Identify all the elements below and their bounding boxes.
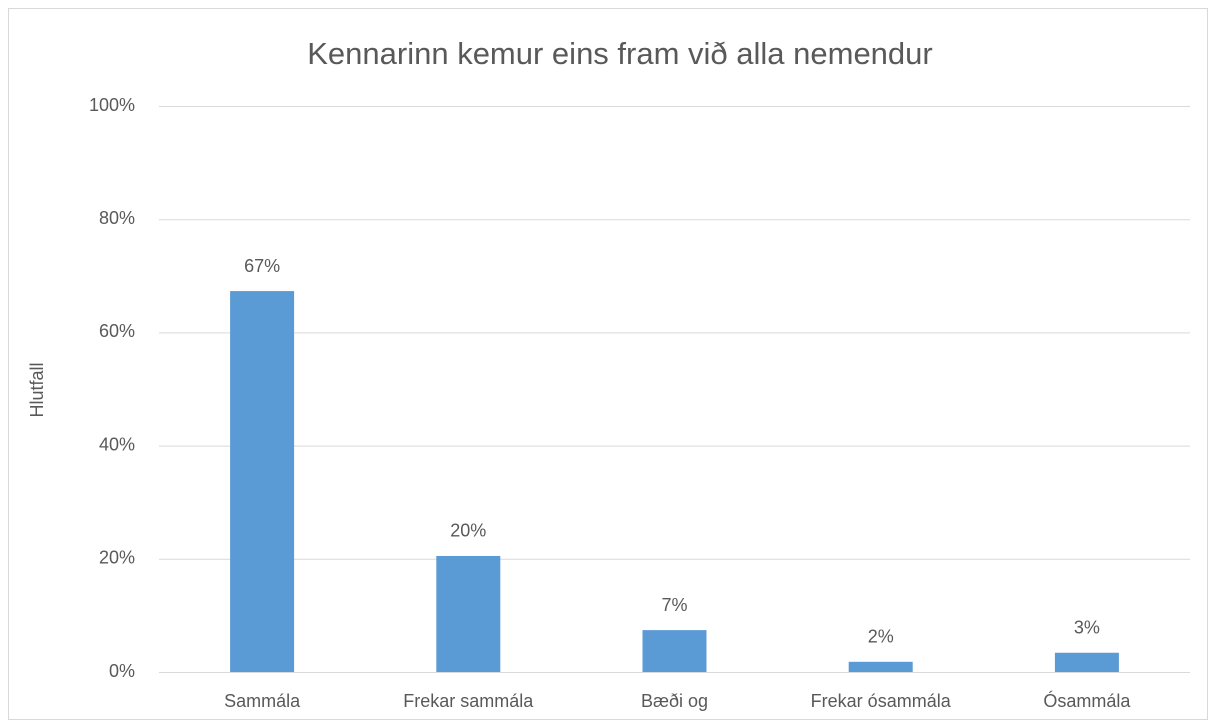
data-label: 67% [244,256,280,276]
chart-title: Kennarinn kemur eins fram við alla nemen… [307,36,932,71]
data-label: 7% [661,595,687,615]
y-tick-label: 20% [99,548,135,568]
data-label: 20% [450,521,486,541]
y-tick-label: 40% [99,434,135,454]
data-label: 3% [1074,618,1100,638]
y-axis-label: Hlutfall [27,362,47,417]
y-tick-label: 80% [99,208,135,228]
x-tick-label: Ósammála [1043,690,1131,711]
x-tick-label: Frekar sammála [403,691,534,711]
y-tick-label: 100% [89,95,135,115]
chart-border [8,8,1208,720]
data-label: 2% [868,627,894,647]
x-tick-label: Sammála [224,691,301,711]
y-tick-label: 60% [99,321,135,341]
x-tick-label: Frekar ósammála [811,691,952,711]
y-tick-label: 0% [109,661,135,681]
bar [642,630,707,672]
x-tick-label: Bæði og [641,691,708,711]
bar [1054,652,1119,672]
bar [848,661,913,672]
bar [436,555,501,672]
bar [230,291,295,672]
